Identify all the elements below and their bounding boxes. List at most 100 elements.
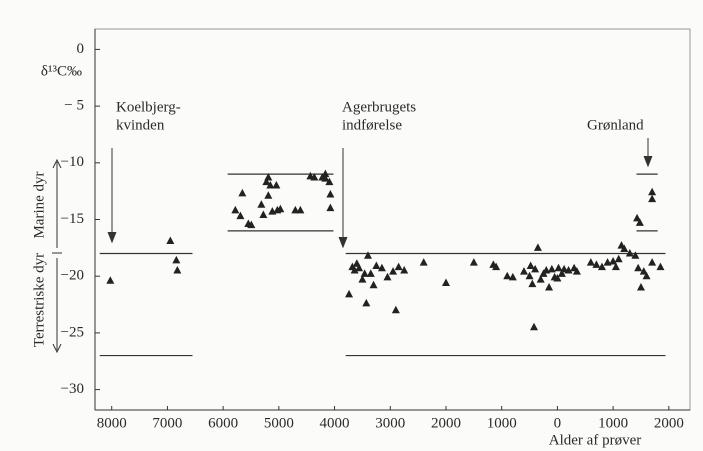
point: [264, 191, 273, 199]
point: [383, 272, 392, 281]
point: [276, 204, 285, 213]
point: [377, 263, 386, 272]
point: [310, 173, 319, 181]
point: [350, 266, 359, 274]
point: [325, 177, 334, 186]
point: [326, 203, 335, 212]
y-axis-label: δ¹³C‰: [41, 63, 82, 79]
point: [291, 205, 300, 214]
point: [564, 266, 573, 274]
point: [236, 211, 245, 220]
point: [326, 190, 335, 198]
point: [611, 262, 620, 271]
point: [614, 254, 623, 263]
point: [266, 180, 275, 189]
point: [366, 269, 375, 277]
side-arrows: [52, 158, 62, 354]
point: [106, 276, 115, 284]
x-axis-label: Alder af prøver: [549, 432, 641, 448]
y-tick-label: −20: [61, 268, 84, 284]
point: [586, 258, 595, 266]
point: [560, 264, 569, 273]
x-tick-label: 1000: [598, 415, 628, 431]
point: [526, 261, 535, 269]
x-tick-label: 2000: [431, 415, 461, 431]
point: [355, 263, 364, 272]
point: [625, 249, 634, 257]
point: [642, 271, 651, 280]
point: [508, 272, 517, 281]
point: [391, 305, 400, 314]
point: [321, 174, 330, 182]
x-tick-label: 0: [554, 415, 562, 431]
point: [264, 173, 273, 181]
point: [554, 263, 563, 272]
point: [531, 264, 540, 273]
point: [272, 180, 281, 189]
point: [592, 260, 601, 268]
point: [259, 210, 268, 218]
x-tick-label: 3000: [375, 415, 405, 431]
x-tick-label: 6000: [208, 415, 238, 431]
x-tick-label: 2000: [654, 415, 684, 431]
point: [635, 218, 644, 226]
point: [503, 271, 512, 280]
point: [603, 258, 612, 266]
point: [519, 267, 528, 275]
point: [525, 271, 534, 280]
side-label: Marine dyr: [31, 171, 47, 238]
point: [656, 262, 665, 271]
point: [536, 275, 545, 283]
point: [528, 279, 537, 288]
point: [648, 187, 657, 196]
x-tick-label: 7000: [152, 415, 182, 431]
point: [419, 258, 428, 266]
point: [257, 200, 266, 208]
point: [553, 273, 562, 282]
plot-frame: [94, 28, 691, 411]
point: [358, 275, 367, 283]
point: [492, 262, 501, 271]
point: [345, 289, 354, 298]
point: [633, 213, 642, 222]
x-tick-label: 1000: [487, 415, 517, 431]
x-tick-label: 5000: [264, 415, 294, 431]
annotation: kvinden: [116, 117, 165, 133]
point: [547, 264, 556, 273]
y-tick-label: −30: [61, 381, 84, 397]
point: [362, 298, 371, 307]
point: [545, 283, 554, 291]
y-tick-label: 0: [77, 41, 85, 57]
point: [648, 194, 657, 203]
annotation-arrows: [107, 138, 653, 249]
x-tick-label: 8000: [97, 415, 127, 431]
side-label: Terrestriske dyr: [31, 253, 47, 347]
point: [648, 258, 657, 266]
y-tick-label: −15: [61, 211, 84, 227]
point: [469, 258, 478, 266]
x-tick-label: 4000: [320, 415, 350, 431]
point: [296, 205, 305, 214]
point: [441, 278, 450, 286]
y-tick-label: −25: [61, 324, 84, 340]
point: [372, 261, 381, 269]
y-tick-label: −10: [61, 154, 84, 170]
point: [166, 236, 175, 245]
point: [262, 177, 271, 186]
point: [360, 269, 369, 277]
point: [231, 205, 240, 214]
point: [369, 280, 378, 289]
point: [620, 244, 629, 252]
point: [609, 256, 618, 265]
point: [636, 283, 645, 291]
point: [639, 267, 648, 275]
y-tick-label: − 5: [64, 98, 84, 114]
point: [247, 220, 256, 229]
point: [172, 255, 181, 264]
point: [238, 188, 247, 197]
point: [530, 322, 539, 331]
annotation: Grønland: [587, 117, 644, 133]
point: [173, 266, 182, 274]
